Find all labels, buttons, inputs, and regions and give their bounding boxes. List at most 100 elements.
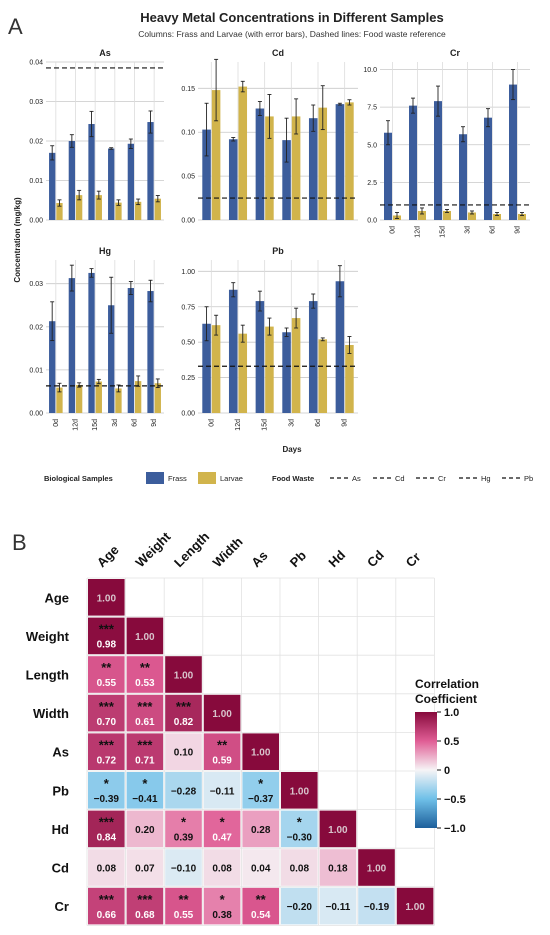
- row-label: Age: [44, 590, 69, 605]
- heatmap-cell: 0.04: [242, 849, 279, 886]
- heatmap-cell: −0.11: [203, 772, 241, 809]
- larvae-bar: [115, 202, 122, 220]
- legend-metal-cr: Cr: [438, 474, 446, 483]
- larvae-bar: [518, 213, 526, 220]
- frass-bar: [202, 323, 211, 413]
- heatmap-cell: 1.00: [126, 617, 164, 655]
- heatmap-cell: * 0.38: [203, 887, 241, 925]
- y-tick-label: 0.50: [181, 340, 195, 347]
- heatmap-cell: 0.18: [319, 849, 357, 886]
- y-tick-label: 7.5: [367, 105, 377, 112]
- heatmap-cell-fill: [242, 733, 279, 770]
- y-tick-label: 0.03: [29, 99, 43, 106]
- heatmap-cell-fill: [203, 694, 241, 732]
- significance-stars: **: [101, 660, 112, 675]
- y-tick-label: 2.5: [367, 180, 377, 187]
- frass-bar: [484, 117, 492, 220]
- larvae-bar: [443, 210, 451, 220]
- significance-stars: *: [142, 776, 148, 791]
- correlation-value: 1.00: [251, 748, 271, 759]
- frass-bar: [228, 139, 238, 220]
- frass-bar: [282, 140, 291, 220]
- x-tick-label: 9d: [151, 419, 158, 427]
- correlation-value: 0.08: [212, 864, 232, 875]
- frass-bar: [459, 134, 467, 220]
- larvae-bar: [238, 86, 248, 220]
- legend-metal-pb: Pb: [524, 474, 533, 483]
- correlation-value: 0.84: [97, 833, 117, 844]
- correlation-value: −0.11: [326, 902, 351, 913]
- correlation-value: 0.47: [212, 833, 232, 844]
- frass-bar: [409, 105, 417, 220]
- heatmap-cell: *** 0.98: [88, 617, 125, 655]
- heatmap-cell-fill: [203, 849, 241, 886]
- heatmap-cell-fill: [281, 887, 318, 925]
- colorbar-tick-label: −0.5: [444, 794, 466, 806]
- heatmap-cell: ** 0.55: [88, 656, 125, 693]
- heatmap-cell-fill: [88, 617, 125, 655]
- column-label: Pb: [287, 548, 309, 570]
- correlation-value: 1.00: [405, 902, 425, 913]
- chart-title: Cd: [272, 48, 284, 58]
- y-axis-title: Concentration (mg/kg): [13, 197, 22, 283]
- heatmap-cell: 1.00: [396, 887, 434, 925]
- correlation-value: 1.00: [367, 864, 387, 875]
- frass-bar: [384, 132, 392, 220]
- colorbar-tick-label: −1.0: [444, 823, 466, 835]
- correlation-value: 0.18: [328, 864, 348, 875]
- legend-food-title: Food Waste: [272, 474, 314, 483]
- heatmap-cell-fill: [88, 849, 125, 886]
- significance-stars: *: [181, 815, 187, 830]
- row-label: Cd: [52, 861, 69, 876]
- legend-metal-as: As: [352, 474, 361, 483]
- legend-larvae-label: Larvae: [220, 474, 243, 483]
- heatmap-cell: * 0.47: [203, 810, 241, 848]
- heatmap-cell-fill: [396, 887, 434, 925]
- panel-a-letter: A: [8, 14, 23, 39]
- heatmap-cell-fill: [88, 579, 125, 616]
- heatmap-cell-fill: [165, 656, 202, 693]
- heatmap-cell-fill: [126, 772, 164, 809]
- y-tick-label: 0.02: [29, 324, 43, 331]
- correlation-value: 1.00: [135, 632, 155, 643]
- y-tick-label: 0.02: [29, 139, 43, 146]
- y-tick-label: 0.25: [181, 375, 195, 382]
- colorbar-title-line1: Correlation: [415, 677, 479, 691]
- row-label: Pb: [52, 783, 69, 798]
- legend-metal-hg: Hg: [481, 474, 491, 483]
- x-tick-label: 6d: [132, 419, 139, 427]
- correlation-value: −0.37: [248, 794, 274, 805]
- heatmap-cell: *** 0.82: [165, 694, 202, 732]
- heatmap-cell-fill: [281, 849, 318, 886]
- frass-bar: [335, 281, 345, 413]
- y-tick-label: 0.00: [181, 218, 195, 225]
- heatmap-cell: 0.08: [203, 849, 241, 886]
- frass-bar: [282, 332, 291, 413]
- significance-stars: ***: [137, 737, 153, 752]
- column-label: Age: [94, 542, 122, 570]
- heatmap-cell-fill: [203, 733, 241, 770]
- larvae-bar: [115, 388, 122, 413]
- larvae-bar: [56, 203, 63, 220]
- correlation-value: 0.68: [135, 910, 155, 921]
- y-tick-label: 0.01: [29, 178, 43, 185]
- legend-frass-label: Frass: [168, 474, 187, 483]
- correlation-value: 0.10: [174, 748, 194, 759]
- y-tick-label: 0.00: [29, 411, 43, 418]
- y-tick-label: 0.05: [181, 174, 195, 181]
- column-label: Cr: [403, 549, 424, 570]
- chart-title: Hg: [99, 246, 111, 256]
- correlation-value: 0.82: [174, 717, 194, 728]
- y-tick-label: 0.04: [29, 60, 43, 67]
- larvae-bar: [291, 116, 301, 220]
- larvae-bar: [318, 339, 328, 413]
- significance-stars: **: [256, 892, 267, 907]
- frass-bar: [434, 101, 442, 220]
- correlation-value: 0.20: [135, 825, 155, 836]
- heatmap-cell: * 0.39: [165, 810, 202, 848]
- row-label: As: [52, 745, 69, 760]
- heatmap-cell: 1.00: [358, 849, 395, 886]
- heatmap-cell: * −0.37: [242, 772, 279, 809]
- correlation-value: −0.11: [210, 786, 235, 797]
